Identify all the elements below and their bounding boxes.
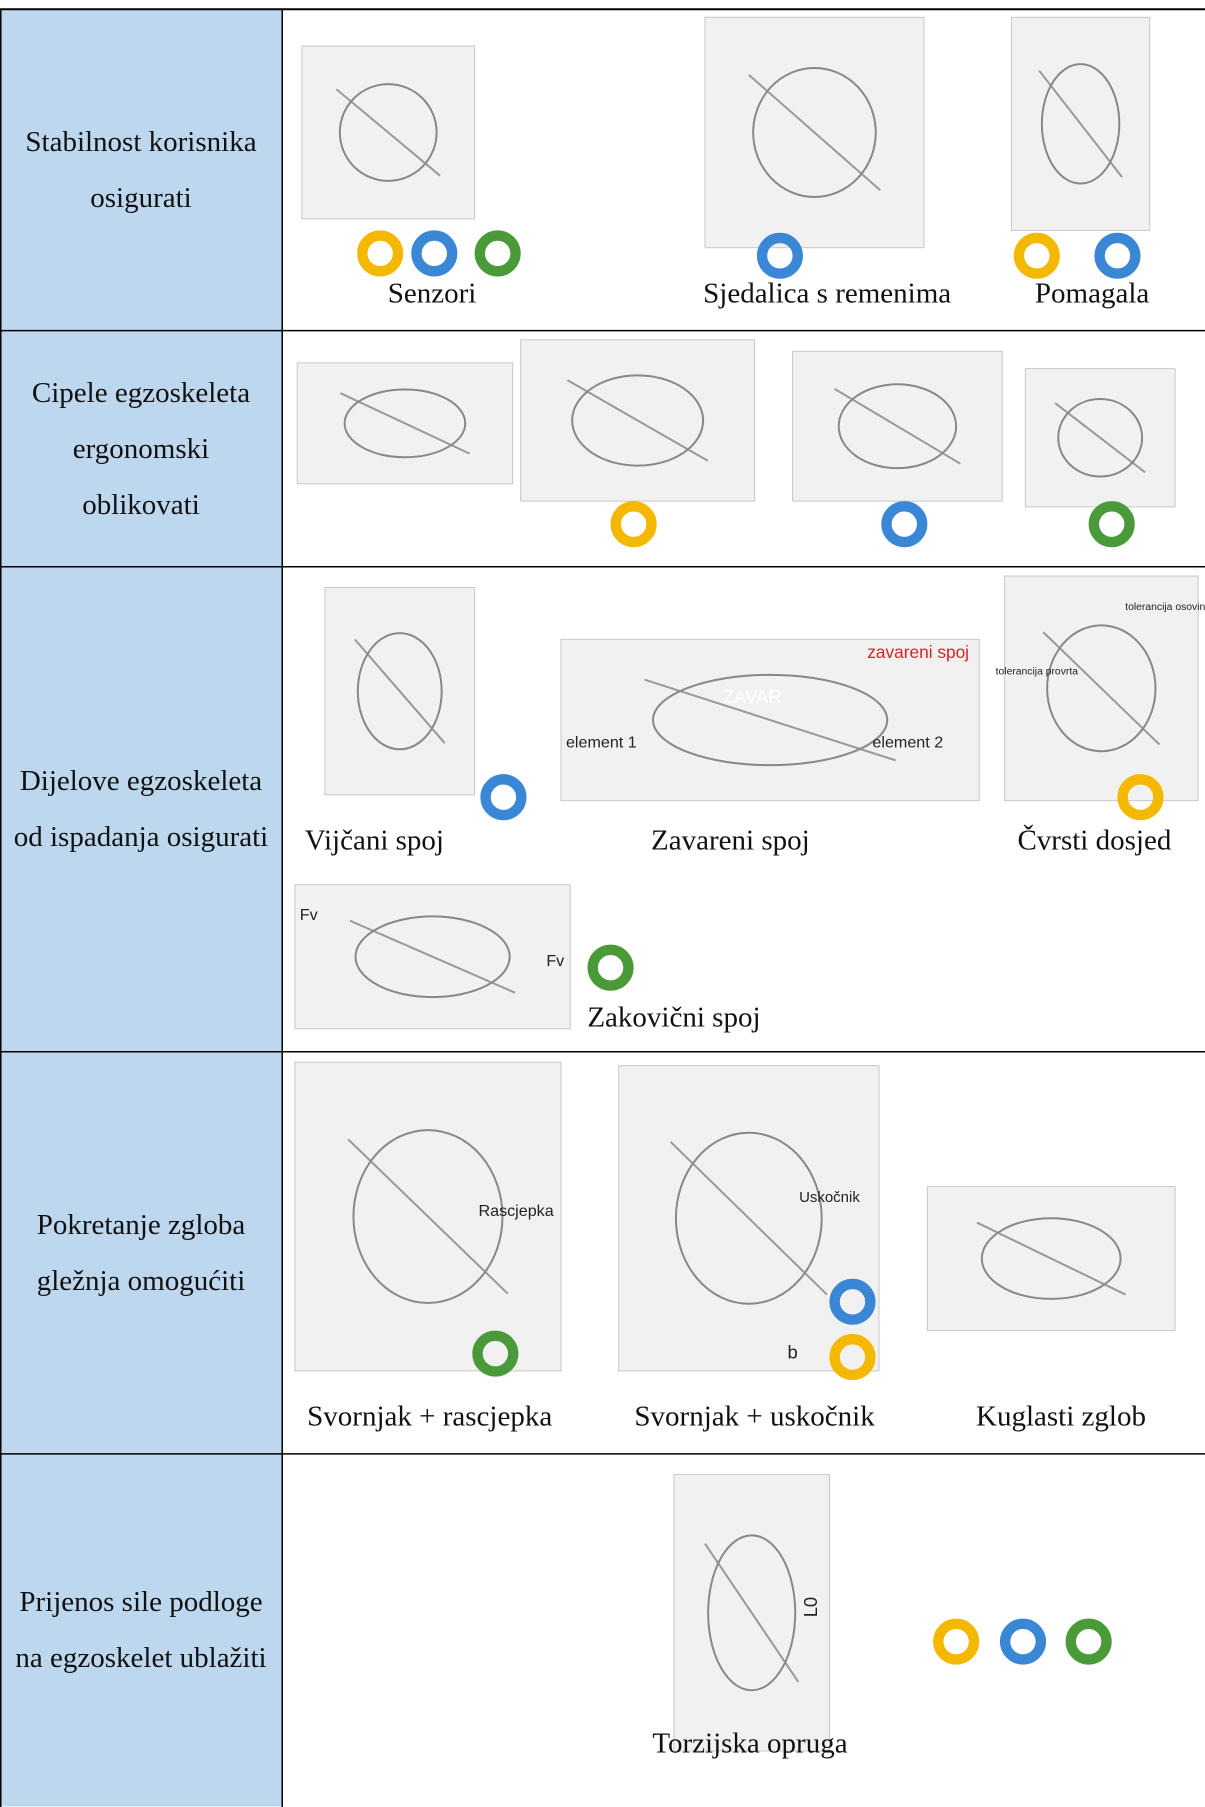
option-label: Zakovični spoj — [587, 1001, 761, 1034]
concept-marker — [1117, 774, 1164, 821]
sketch-shape — [1040, 63, 1121, 185]
option-image — [560, 638, 980, 802]
sketch-shape — [1057, 398, 1144, 478]
concept-marker — [587, 944, 634, 991]
image-text: Fv — [300, 906, 318, 924]
option-image — [792, 350, 1003, 502]
sketch-line — [834, 387, 961, 465]
option-image — [618, 1065, 880, 1372]
sketch-shape — [1046, 624, 1157, 753]
image-text: tolerancija provrta — [996, 666, 1079, 677]
sketch-line — [339, 392, 470, 455]
concept-marker — [1088, 501, 1135, 548]
sketch-shape — [343, 388, 467, 459]
concept-marker — [756, 232, 803, 279]
image-text: element 2 — [872, 733, 943, 751]
row-label: Dijelove egzoskeleta od ispadanja osigur… — [13, 765, 269, 854]
label-column — [0, 9, 283, 1807]
concept-marker — [881, 501, 928, 548]
option-image — [296, 362, 514, 485]
sketch-line — [349, 919, 516, 994]
sketch-line — [669, 1141, 828, 1296]
option-image — [673, 1474, 830, 1752]
option-label: Čvrsti dosjed — [1017, 824, 1172, 857]
image-text: zavareni spoj — [867, 642, 969, 662]
concept-marker — [357, 230, 404, 277]
image-text: Rascjepka — [478, 1202, 553, 1220]
option-image — [294, 1061, 562, 1372]
sketch-line — [704, 1543, 800, 1683]
sketch-shape — [356, 632, 443, 751]
option-label: Zavareni spoj — [651, 824, 810, 857]
option-image — [1024, 368, 1176, 508]
image-text: L0 — [800, 1597, 821, 1618]
sketch-line — [644, 678, 896, 762]
concept-marker — [999, 1618, 1047, 1665]
sketch-line — [335, 88, 441, 177]
sketch-shape — [674, 1131, 823, 1305]
concept-marker — [472, 1330, 519, 1377]
sketch-line — [1054, 402, 1146, 474]
row-label: Pokretanje zgloba gležnja omogućiti — [36, 1208, 246, 1297]
sketch-shape — [652, 673, 889, 767]
sketch-line — [1042, 631, 1161, 746]
sketch-shape — [352, 1129, 504, 1304]
concept-marker — [933, 1618, 980, 1665]
image-text: Uskočnik — [799, 1189, 860, 1206]
option-image — [520, 339, 756, 502]
option-image — [704, 16, 925, 249]
row-label: Cipele egzoskeleta ergonomski oblikovati — [31, 376, 251, 521]
image-text: tolerancija osovine — [1125, 602, 1205, 613]
option-label: Vijčani spoj — [304, 824, 444, 857]
concept-marker — [480, 774, 527, 821]
option-label: Svornjak + uskočnik — [634, 1400, 875, 1433]
sketch-shape — [338, 83, 438, 182]
row-label: Stabilnost korisnika osigurati — [25, 125, 257, 214]
option-label: Torzijska opruga — [652, 1727, 848, 1760]
option-image — [1004, 575, 1199, 802]
concept-marker — [474, 230, 521, 277]
image-text: b — [787, 1341, 797, 1362]
sketch-line — [347, 1138, 509, 1295]
option-image — [1010, 16, 1151, 231]
concept-marker — [610, 501, 657, 548]
image-placeholder — [704, 16, 925, 249]
sketch-shape — [752, 66, 877, 198]
option-image — [324, 587, 476, 796]
option-image — [294, 884, 571, 1030]
sketch-shape — [571, 374, 705, 467]
option-image — [301, 45, 476, 220]
option-image — [926, 1186, 1176, 1332]
sketch-shape — [837, 383, 958, 470]
concept-marker — [411, 230, 458, 277]
row-label: Prijenos sile podloge na egzoskelet ubla… — [15, 1586, 267, 1675]
option-label: Senzori — [387, 277, 477, 310]
concept-marker — [1013, 232, 1060, 279]
image-text: ZAVAR — [723, 686, 782, 707]
sketch-line — [566, 379, 709, 462]
concept-marker — [829, 1278, 876, 1325]
sketch-line — [1038, 69, 1123, 178]
concept-marker — [1065, 1618, 1112, 1665]
option-label: Sjedalica s remenima — [703, 277, 952, 310]
sketch-line — [354, 638, 446, 744]
concept-marker — [829, 1334, 876, 1381]
sketch-shape — [707, 1534, 797, 1692]
image-text: Fv — [546, 952, 564, 970]
option-label: Pomagala — [1034, 277, 1150, 310]
sketch-line — [748, 74, 881, 191]
sketch-line — [976, 1221, 1126, 1296]
option-label: Svornjak + rascjepka — [307, 1400, 553, 1433]
concept-marker — [1094, 232, 1141, 279]
image-text: element 1 — [566, 733, 637, 751]
sketch-shape — [980, 1217, 1122, 1300]
sketch-shape — [354, 915, 511, 999]
option-label: Kuglasti zglob — [976, 1400, 1146, 1433]
